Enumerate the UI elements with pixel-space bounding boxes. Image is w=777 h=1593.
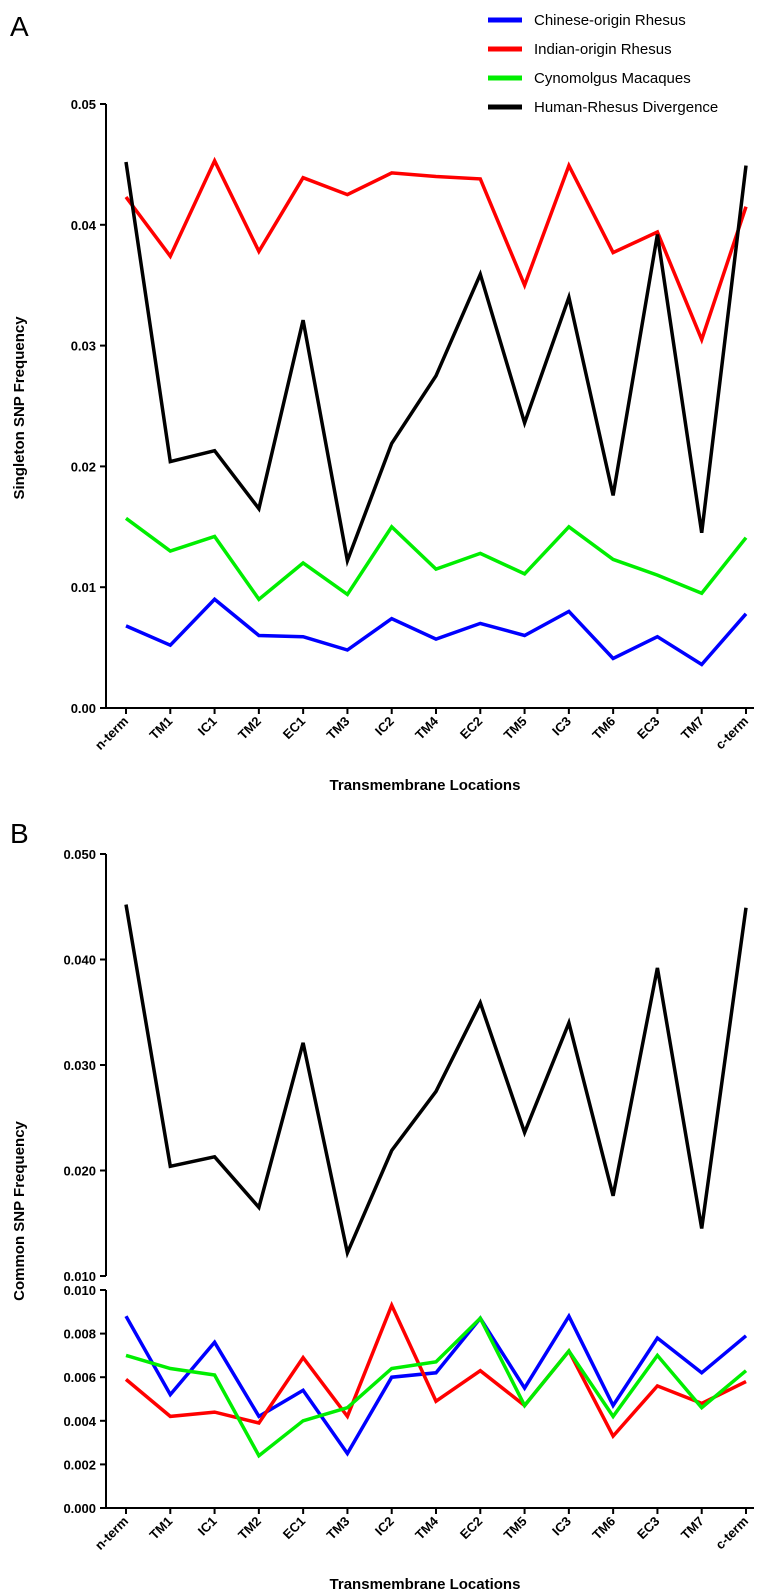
b-lower-y-tick-label: 0.000 xyxy=(63,1501,96,1516)
b-x-tick-label: EC1 xyxy=(280,1514,308,1542)
b-x-tick-label: TM5 xyxy=(501,1514,530,1543)
a-y-tick-label: 0.03 xyxy=(71,339,96,354)
a-x-tick-label: c-term xyxy=(712,714,751,753)
b-x-tick-label: TM6 xyxy=(589,1514,618,1543)
series-line-indian-origin-rhesus xyxy=(124,156,748,345)
series-line-chinese-origin-rhesus-b xyxy=(124,1312,748,1457)
a-y-tick-label: 0.00 xyxy=(71,701,96,716)
x-axis-title-a: Transmembrane Locations xyxy=(330,777,521,794)
legend-label-human-rhesus-divergence: Human-Rhesus Divergence xyxy=(534,99,718,116)
a-x-tick-label: EC3 xyxy=(634,714,662,742)
b-x-tick-label: TM4 xyxy=(412,1513,442,1543)
b-x-tick-label: IC2 xyxy=(372,1514,397,1539)
axes-a: 0.00 0.01 0.02 0.03 0.04 0.05 n-term TM1 IC1 TM2 E… xyxy=(71,97,754,753)
a-x-tick-label: TM5 xyxy=(501,714,530,743)
series-line-human-rhesus-divergence-b xyxy=(124,904,748,1259)
legend-label-indian-origin-rhesus: Indian-origin Rhesus xyxy=(534,41,672,58)
series-line-indian-origin-rhesus-b xyxy=(124,1300,747,1440)
a-x-tick-label: TM2 xyxy=(235,714,264,743)
b-lower-y-tick-label: 0.010 xyxy=(63,1283,96,1298)
panel-label-b: B xyxy=(10,818,29,849)
series-line-cynomolgus-macaques xyxy=(124,516,748,602)
b-upper-y-tick-label: 0.020 xyxy=(63,1164,96,1179)
a-x-tick-label: TM6 xyxy=(589,714,618,743)
a-x-tick-label: IC3 xyxy=(549,714,574,739)
b-lower-y-tick-label: 0.002 xyxy=(63,1457,96,1472)
b-x-tick-label: IC1 xyxy=(195,1514,220,1539)
b-upper-y-tick-label: 0.050 xyxy=(63,847,96,862)
a-x-tick-label: TM7 xyxy=(678,714,707,743)
b-x-tick-label: n-term xyxy=(92,1514,131,1553)
b-upper-y-tick-label: 0.010 xyxy=(63,1269,96,1284)
a-x-tick-label: EC1 xyxy=(280,714,308,742)
b-upper-y-tick-label: 0.030 xyxy=(63,1058,96,1073)
y-axis-title-b: Common SNP Frequency xyxy=(11,1120,28,1300)
legend-label-cynomolgus-macaques: Cynomolgus Macaques xyxy=(534,70,691,87)
a-x-tick-label: IC1 xyxy=(195,714,220,739)
series-group-b xyxy=(124,904,748,1459)
y-axis-title-a: Singleton SNP Frequency xyxy=(11,316,28,500)
a-x-tick-label: TM1 xyxy=(146,714,175,743)
series-line-human-rhesus-divergence xyxy=(124,161,748,568)
b-x-tick-label: TM7 xyxy=(678,1514,707,1543)
series-group-a xyxy=(124,156,748,667)
b-x-tick-label: TM3 xyxy=(324,1514,353,1543)
b-x-tick-label: TM1 xyxy=(146,1514,175,1543)
b-x-tick-label: EC2 xyxy=(457,1514,485,1542)
a-y-tick-label: 0.04 xyxy=(71,218,97,233)
a-y-tick-label: 0.01 xyxy=(71,580,96,595)
legend: Chinese-origin Rhesus Indian-origin Rhesu… xyxy=(488,12,718,116)
b-lower-y-tick-label: 0.008 xyxy=(63,1327,96,1342)
a-x-tick-label: IC2 xyxy=(372,714,397,739)
panel-label-a: A xyxy=(10,11,29,42)
a-x-tick-label: TM4 xyxy=(412,713,442,743)
x-axis-title-b: Transmembrane Locations xyxy=(330,1576,521,1593)
axes-b: 0.010 0.020 0.030 0.040 0.050 0.000 0.002 0.004… xyxy=(63,847,754,1553)
legend-label-chinese-origin-rhesus: Chinese-origin Rhesus xyxy=(534,12,686,29)
series-line-chinese-origin-rhesus xyxy=(125,596,748,667)
b-x-tick-label: c-term xyxy=(712,1514,751,1553)
b-lower-y-tick-label: 0.006 xyxy=(63,1370,96,1385)
series-line-cynomolgus-macaques-b xyxy=(125,1315,748,1459)
b-x-tick-label: IC3 xyxy=(549,1514,574,1539)
b-x-tick-label: TM2 xyxy=(235,1514,264,1543)
a-x-tick-label: EC2 xyxy=(457,714,485,742)
b-upper-y-tick-label: 0.040 xyxy=(63,953,96,968)
chart-panel-a: A Transmembrane Locations Singleton SNP … xyxy=(10,11,754,794)
b-x-tick-label: EC3 xyxy=(634,1514,662,1542)
a-y-tick-label: 0.05 xyxy=(71,97,96,112)
b-lower-y-tick-label: 0.004 xyxy=(63,1414,96,1429)
a-x-tick-label: n-term xyxy=(92,714,131,753)
chart-panel-b: B Transmembrane Locations Common SNP Fre… xyxy=(10,818,754,1593)
a-y-tick-label: 0.02 xyxy=(71,459,96,474)
a-x-tick-label: TM3 xyxy=(324,714,353,743)
